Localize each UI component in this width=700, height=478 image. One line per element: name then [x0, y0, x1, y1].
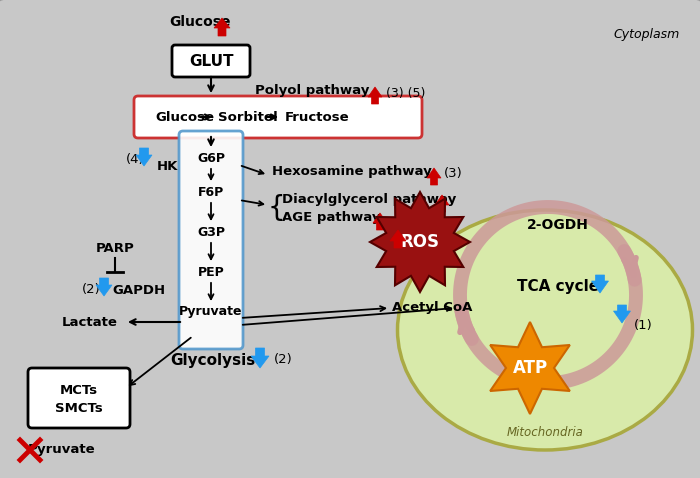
Text: G3P: G3P: [197, 226, 225, 239]
Polygon shape: [427, 168, 441, 185]
Polygon shape: [390, 230, 406, 248]
Polygon shape: [370, 192, 470, 292]
Text: G6P: G6P: [197, 152, 225, 164]
Text: (3): (3): [444, 167, 463, 181]
FancyBboxPatch shape: [179, 131, 243, 349]
Polygon shape: [373, 213, 387, 230]
Text: Mitochondria: Mitochondria: [507, 425, 583, 438]
Text: ROS: ROS: [400, 233, 440, 251]
Text: Sorbitol: Sorbitol: [218, 110, 278, 123]
Text: ATP: ATP: [512, 359, 547, 377]
Text: Glycolysis: Glycolysis: [170, 352, 256, 368]
Polygon shape: [613, 305, 631, 323]
Text: (2): (2): [274, 354, 293, 367]
Text: PARP: PARP: [96, 241, 134, 254]
Text: (2): (2): [82, 283, 101, 296]
Text: Pyruvate: Pyruvate: [28, 444, 96, 456]
Text: GAPDH: GAPDH: [112, 283, 165, 296]
Text: Lactate: Lactate: [62, 315, 118, 328]
Text: (1): (1): [634, 318, 652, 332]
Text: Glucose: Glucose: [169, 15, 231, 29]
Text: Glucose: Glucose: [155, 110, 214, 123]
Text: (3) (5): (3) (5): [386, 87, 426, 99]
Polygon shape: [96, 278, 112, 296]
Text: (4): (4): [126, 153, 145, 166]
Text: Pyruvate: Pyruvate: [179, 305, 243, 318]
Text: PEP: PEP: [197, 265, 225, 279]
Text: {: {: [268, 194, 286, 222]
Text: TCA cycle: TCA cycle: [517, 280, 599, 294]
Polygon shape: [490, 322, 570, 414]
Text: F6P: F6P: [198, 185, 224, 198]
Text: AGE pathway: AGE pathway: [282, 211, 381, 225]
Text: SMCTs: SMCTs: [55, 402, 103, 414]
FancyBboxPatch shape: [134, 96, 422, 138]
FancyBboxPatch shape: [28, 368, 130, 428]
Text: Acetyl CoA: Acetyl CoA: [392, 302, 473, 315]
Text: Fructose: Fructose: [285, 110, 349, 123]
Text: 2-OGDH: 2-OGDH: [527, 218, 589, 232]
Text: HK: HK: [157, 160, 178, 173]
Polygon shape: [368, 87, 382, 104]
FancyBboxPatch shape: [172, 45, 250, 77]
Polygon shape: [435, 195, 449, 212]
Text: Cytoplasm: Cytoplasm: [614, 28, 680, 41]
Text: Polyol pathway: Polyol pathway: [255, 84, 370, 97]
Text: Diacylglycerol pathway: Diacylglycerol pathway: [282, 194, 456, 206]
Polygon shape: [136, 148, 152, 166]
Text: Hexosamine pathway: Hexosamine pathway: [272, 165, 432, 178]
Polygon shape: [592, 275, 608, 293]
Polygon shape: [214, 18, 230, 36]
Text: MCTs: MCTs: [60, 383, 98, 396]
Text: GLUT: GLUT: [189, 54, 233, 68]
Polygon shape: [251, 348, 269, 368]
Ellipse shape: [398, 210, 692, 450]
